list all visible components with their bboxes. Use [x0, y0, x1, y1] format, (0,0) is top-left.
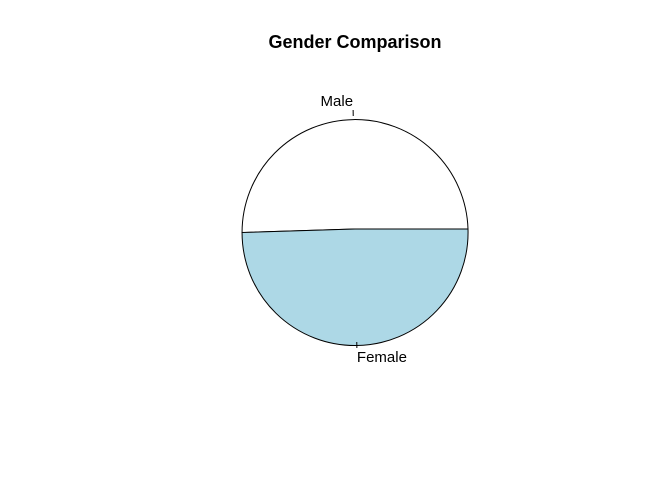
pie-slice-male [241, 228, 469, 347]
pie-label-female: Female [357, 349, 407, 366]
chart-title: Gender Comparison [268, 32, 441, 52]
pie-slices [241, 119, 469, 347]
pie-labels: Female Male [321, 93, 407, 366]
pie-slice-female [241, 119, 469, 234]
pie-label-male: Male [321, 93, 354, 110]
